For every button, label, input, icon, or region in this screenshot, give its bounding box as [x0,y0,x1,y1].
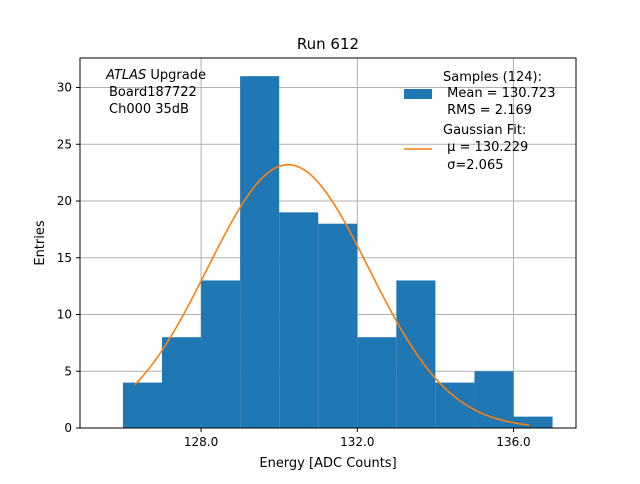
svg-text:ATLAS Upgrade: ATLAS Upgrade [105,68,206,83]
histogram-bar [435,382,475,428]
channel-label: Ch000 35dB [109,102,189,117]
legend-samples-mean: Mean = 130.723 [443,86,555,101]
legend-fit-sigma: σ=2.065 [443,158,503,173]
y-tick-label: 15 [57,251,72,265]
histogram-bar [513,416,553,428]
atlas-annotation: ATLAS Upgrade Board187722 Ch000 35dB [105,68,206,117]
histogram-bar [318,223,358,428]
legend-samples-title: Samples (124): [443,70,542,85]
histogram-bar [240,76,280,428]
gaussian-fit-curve [134,163,530,426]
atlas-label: ATLAS [105,68,146,83]
upgrade-label: Upgrade [146,68,206,83]
y-axis-label: Entries [33,220,48,266]
histogram-bars [122,76,553,428]
y-tick-label: 25 [57,137,72,151]
legend-fit-title: Gaussian Fit: [443,123,526,138]
y-tick-label: 0 [64,421,72,435]
board-label: Board187722 [109,85,197,100]
histogram-bar [201,280,241,428]
chart-title: Run 612 [297,35,359,53]
y-tick-label: 30 [57,81,72,95]
histogram-bar [162,337,202,428]
legend-fit-mu: μ = 130.229 [443,140,528,155]
histogram-bar [122,382,163,428]
legend-samples-rms: RMS = 2.169 [443,103,532,118]
x-tick-label: 128.0 [184,435,218,449]
histogram-bar [279,212,319,428]
legend-samples-patch [404,89,432,99]
histogram-bar [474,371,514,428]
histogram-bar [357,337,397,428]
y-axis: 0 5 10 15 20 25 30 [57,81,80,435]
x-tick-label: 132.0 [340,435,374,449]
x-axis: 128.0 132.0 136.0 [184,428,531,449]
plot-frame [79,57,577,429]
y-tick-label: 20 [57,194,72,208]
x-tick-label: 136.0 [496,435,530,449]
y-tick-label: 10 [57,308,72,322]
legend: Samples (124): Mean = 130.723 RMS = 2.16… [404,70,555,173]
y-tick-label: 5 [64,364,72,378]
fit-curve-group [134,163,530,426]
x-axis-label: Energy [ADC Counts] [259,456,396,471]
